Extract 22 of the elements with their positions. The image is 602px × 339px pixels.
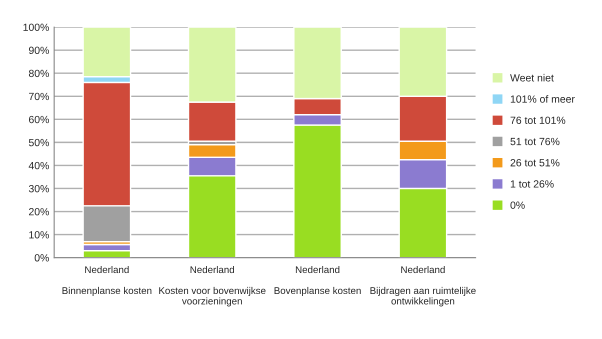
category-label: Nederland Binnenplanse kosten [62,266,152,296]
legend-label: 101% of meer [510,95,575,103]
legend-label: 1 tot 26% [510,180,554,188]
y-tick-label: 10% [29,231,49,238]
y-tick-label: 30% [28,184,49,192]
y-tick-label: 20% [28,208,49,216]
y-tick-label: 100% [23,24,49,31]
category-label: Nederland Bovenplanse kosten [274,266,361,296]
y-tick-label: 0% [34,254,49,262]
y-tick-label: 80% [28,70,49,78]
y-tick-label: 50% [28,138,49,146]
category-label: Nederland Kosten voor bovenwijkse voorzieningen [159,266,266,306]
y-tick-label: 90% [28,46,49,54]
y-tick-label: 40% [28,162,49,170]
y-tick-label: 70% [29,92,49,100]
y-tick-label: 60% [29,116,49,124]
legend-label: Weet niet [510,74,554,82]
legend-label: 0% [510,202,525,209]
category-label: Nederland Bijdragen aan ruimtelijke ontwikkelingen [370,266,476,306]
legend-label: 76 tot 101% [510,116,566,124]
legend-label: 51 tot 76% [510,138,560,146]
legend-label: 26 tot 51% [510,159,560,166]
